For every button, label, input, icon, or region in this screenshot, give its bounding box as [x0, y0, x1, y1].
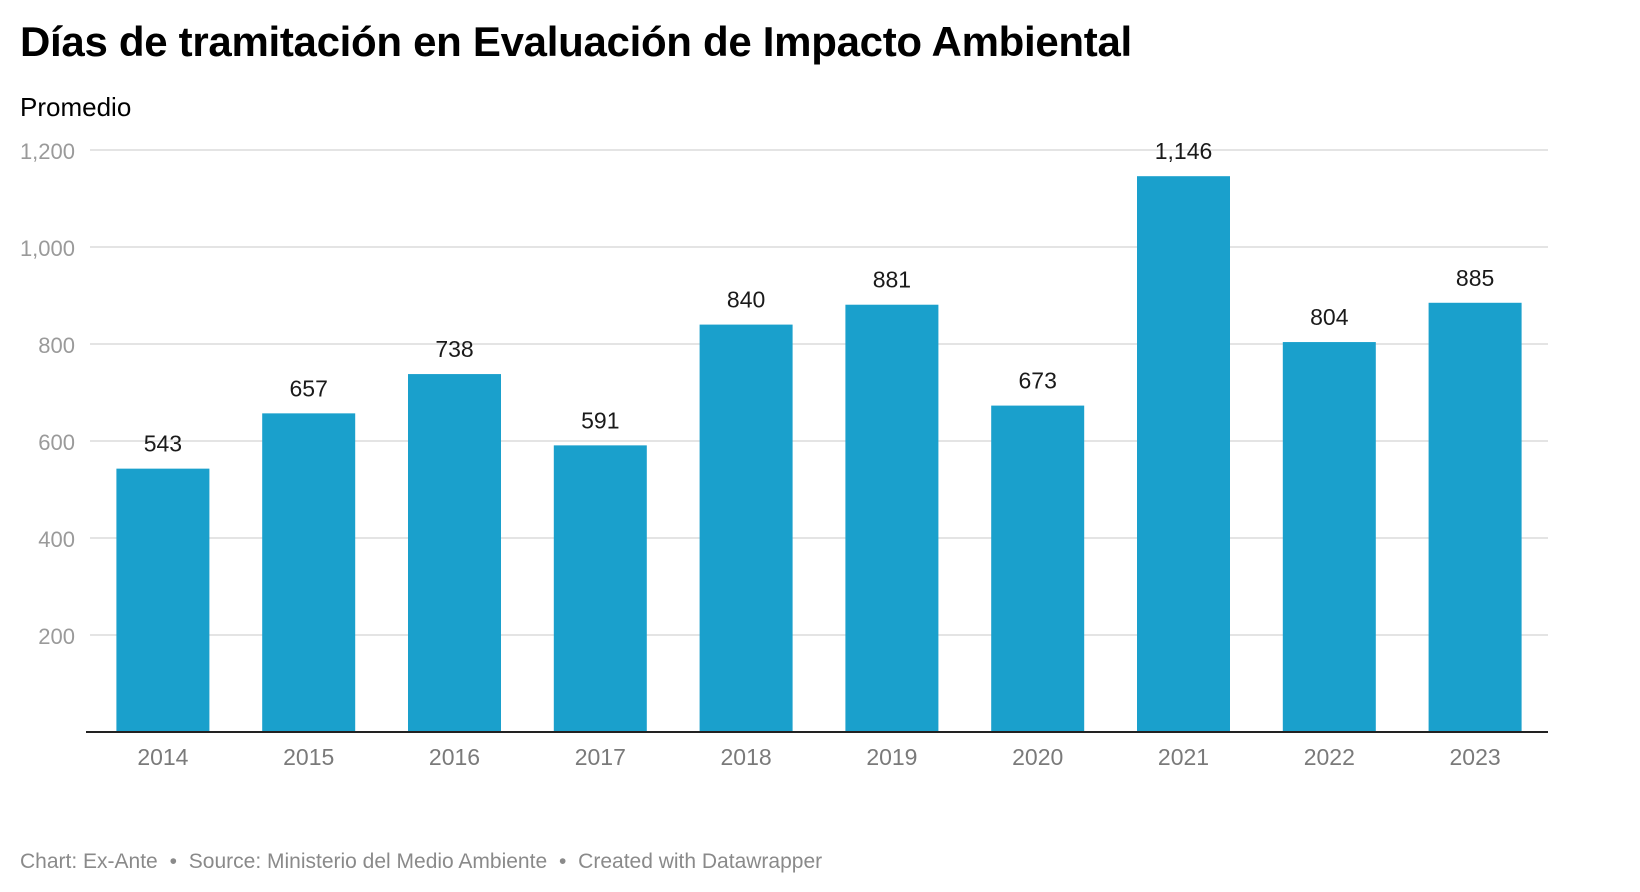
x-tick-label: 2023 — [1450, 744, 1501, 770]
bar — [991, 405, 1085, 732]
x-tick-label: 2019 — [866, 744, 917, 770]
bar — [262, 413, 356, 732]
bar-value-label: 840 — [727, 287, 765, 313]
bar-value-label: 591 — [581, 407, 619, 433]
x-tick-label: 2016 — [429, 744, 480, 770]
bar-value-label: 657 — [290, 375, 328, 401]
bar — [845, 304, 939, 732]
x-tick-label: 2017 — [575, 744, 626, 770]
chart-title: Días de tramitación en Evaluación de Imp… — [20, 18, 1132, 65]
bar — [699, 324, 793, 732]
bar-value-label: 881 — [873, 267, 911, 293]
footer-separator: • — [169, 850, 177, 873]
y-tick-label: 800 — [38, 333, 75, 358]
x-tick-label: 2022 — [1304, 744, 1355, 770]
bar-value-label: 804 — [1310, 304, 1349, 330]
bar-value-label: 738 — [435, 336, 473, 362]
bar — [116, 468, 210, 732]
created-with-note: Created with Datawrapper — [578, 850, 823, 873]
source-note: Source: Ministerio del Medio Ambiente — [188, 850, 548, 873]
y-tick-label: 200 — [38, 624, 75, 649]
bar — [408, 374, 501, 732]
chart-subtitle: Promedio — [20, 92, 132, 122]
bar-value-label: 673 — [1019, 368, 1057, 394]
chart-footer: Chart: Ex-Ante • Source: Ministerio del … — [20, 850, 822, 874]
bar-value-label: 543 — [144, 431, 182, 457]
bar-value-label: 1,146 — [1155, 138, 1213, 164]
chart-credit: Chart: Ex-Ante — [20, 850, 158, 873]
bar-value-label: 885 — [1456, 265, 1494, 291]
y-tick-label: 1,200 — [20, 139, 75, 164]
x-tick-label: 2014 — [137, 744, 188, 770]
bar — [553, 445, 647, 732]
x-tick-label: 2015 — [283, 744, 334, 770]
footer-separator: • — [558, 850, 567, 873]
bar — [1428, 302, 1522, 732]
x-tick-label: 2020 — [1012, 744, 1063, 770]
bar — [1282, 342, 1376, 732]
y-tick-label: 1,000 — [20, 236, 75, 261]
y-tick-label: 600 — [38, 430, 75, 455]
y-tick-label: 400 — [38, 527, 75, 552]
x-tick-label: 2021 — [1158, 744, 1209, 770]
bar — [1137, 176, 1230, 732]
x-tick-label: 2018 — [721, 744, 772, 770]
